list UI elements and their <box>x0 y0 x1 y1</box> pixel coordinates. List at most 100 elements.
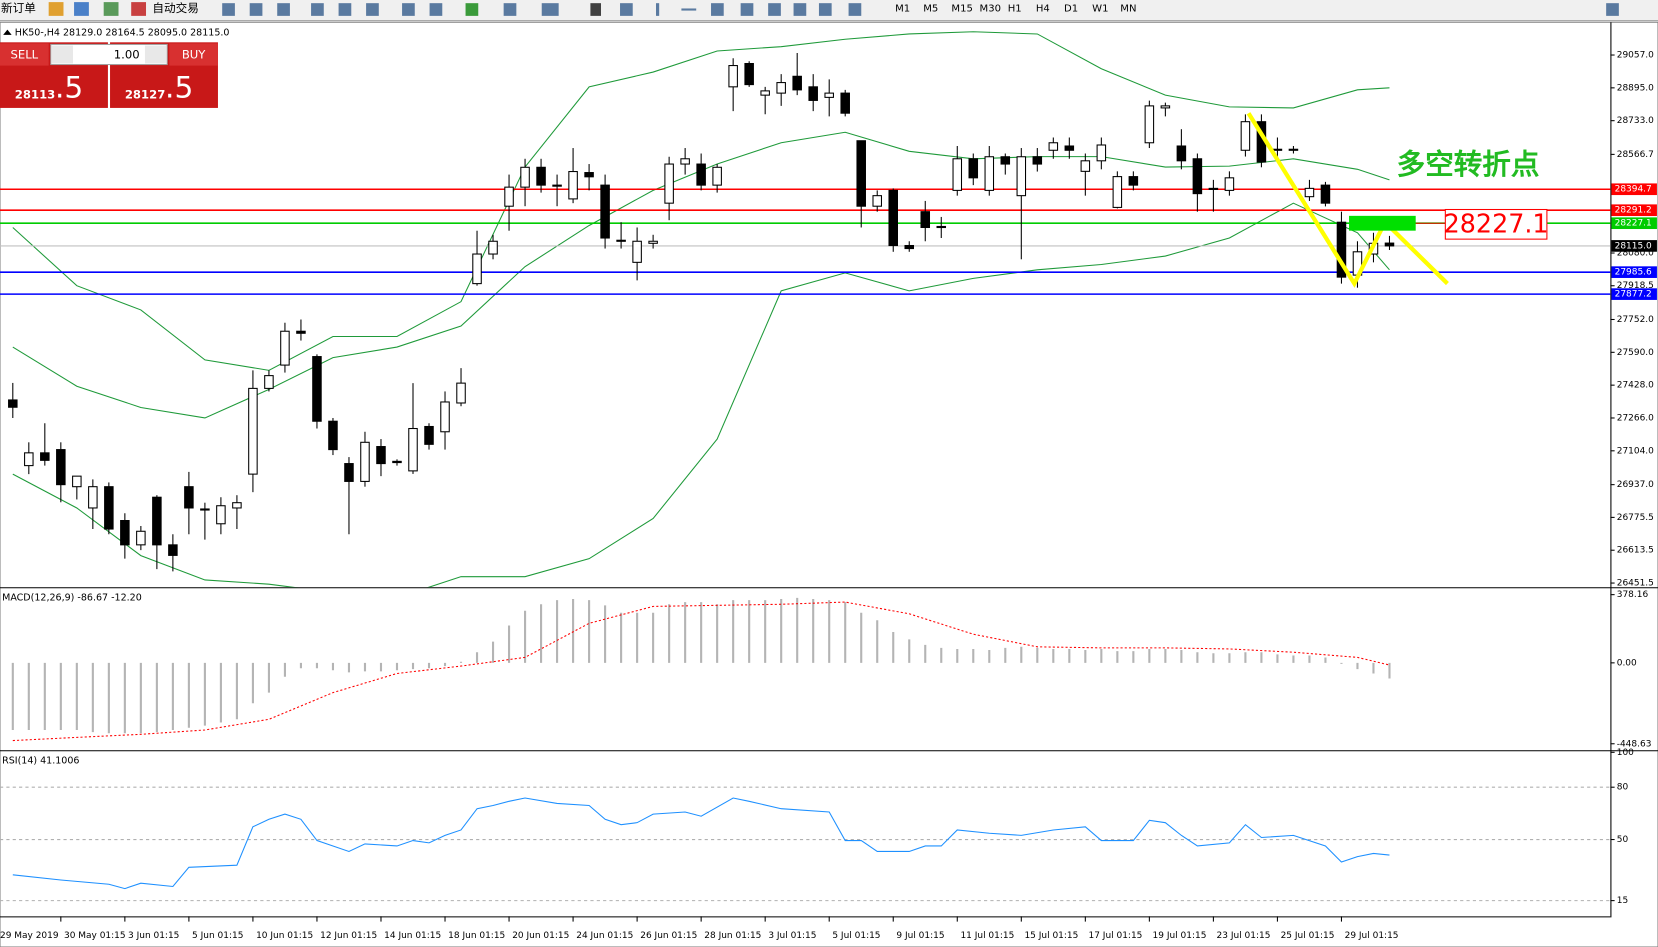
timeframe-button[interactable]: MN <box>1120 3 1136 14</box>
toolbar-icon[interactable] <box>793 3 807 16</box>
timeframe-button[interactable]: D1 <box>1064 3 1078 14</box>
x-tick-label: 14 Jun 01:15 <box>384 931 441 941</box>
candle-body <box>840 92 850 114</box>
x-tick-label: 29 Jul 01:15 <box>1345 931 1399 941</box>
toolbar-icon[interactable] <box>541 3 559 16</box>
candle-body <box>712 166 722 186</box>
candle-body <box>872 195 882 207</box>
toolbar-icon[interactable] <box>848 3 862 16</box>
chart-title: HK50-,H4 28129.0 28164.5 28095.0 28115.0 <box>15 27 230 38</box>
candle-body <box>728 65 738 88</box>
candle-body <box>72 475 82 488</box>
bid-fraction[interactable]: .5 <box>55 70 83 104</box>
toolbar-icon[interactable] <box>681 8 697 11</box>
buy-button[interactable] <box>169 43 218 66</box>
candle-body <box>1192 158 1203 195</box>
candle-body <box>968 158 979 179</box>
toolbar-icon[interactable] <box>1606 3 1619 16</box>
toolbar-icon[interactable] <box>366 3 379 16</box>
candle-body <box>392 460 402 464</box>
candle-body <box>808 86 818 101</box>
toolbar-icon[interactable] <box>656 3 660 16</box>
y-tick-label: 50 <box>1617 835 1629 845</box>
candle-body <box>1144 105 1155 144</box>
candle-body <box>104 486 114 530</box>
new-order-button[interactable]: 新订单 <box>1 1 36 15</box>
rsi-title: RSI(14) 41.1006 <box>2 755 79 766</box>
toolbar-icon[interactable] <box>74 2 89 16</box>
candle-body <box>648 240 658 244</box>
y-tick-label: 27104.0 <box>1617 446 1654 456</box>
candle-body <box>1016 156 1027 197</box>
x-tick-label: 17 Jul 01:15 <box>1089 931 1143 941</box>
timeframe-button[interactable]: M30 <box>980 3 1001 14</box>
ask-fraction[interactable]: .5 <box>165 70 193 104</box>
candle-body <box>584 172 594 178</box>
timeframe-button[interactable]: M1 <box>895 3 910 14</box>
candle-body <box>888 189 898 247</box>
candle-body <box>360 441 370 482</box>
auto-trading-button[interactable]: 自动交易 <box>152 1 199 15</box>
toolbar-icon[interactable] <box>740 3 754 16</box>
toolbar-icon[interactable] <box>620 3 633 16</box>
y-tick-label: 27590.0 <box>1617 348 1654 358</box>
toolbar-icon[interactable] <box>465 3 479 16</box>
bid-price[interactable]: 28113 <box>15 88 55 102</box>
buy-label[interactable]: BUY <box>182 48 206 62</box>
macd-panel <box>11 597 1391 742</box>
y-tick-label: 0.00 <box>1617 658 1637 668</box>
ask-price[interactable]: 28127 <box>125 88 165 102</box>
y-tick-label: 26451.5 <box>1617 579 1654 589</box>
candle-body <box>1160 105 1171 109</box>
toolbar-icon[interactable] <box>222 3 235 16</box>
candle-body <box>248 387 258 475</box>
y-tick-label: 27266.0 <box>1617 413 1654 423</box>
auto-trading-icon[interactable] <box>131 2 147 16</box>
lots-increase[interactable] <box>144 45 167 64</box>
candle-body <box>504 186 514 207</box>
toolbar-icon[interactable] <box>103 2 119 16</box>
lots-value[interactable]: 1.00 <box>114 48 140 62</box>
x-tick-label: 15 Jul 01:15 <box>1024 931 1078 941</box>
candle-body <box>536 166 546 186</box>
y-tick-label: 29057.0 <box>1617 51 1654 61</box>
toolbar-icon[interactable] <box>711 3 724 16</box>
candle-body <box>680 158 690 165</box>
y-tick-label: 100 <box>1617 748 1634 758</box>
line-price-label: 28394.7 <box>1615 185 1652 195</box>
candle-body <box>488 240 498 255</box>
toolbar-icon[interactable] <box>277 3 290 16</box>
price-panel <box>0 31 1611 588</box>
toolbar-icon[interactable] <box>768 3 781 16</box>
bollinger-upper <box>12 31 1390 371</box>
timeframe-button[interactable]: H4 <box>1036 3 1050 14</box>
toolbar-icon[interactable] <box>503 3 517 16</box>
timeframe-button[interactable]: H1 <box>1008 3 1022 14</box>
sell-button[interactable] <box>0 43 49 66</box>
line-price-label: 27985.6 <box>1615 268 1652 278</box>
candle-body <box>232 502 242 509</box>
timeframe-button[interactable]: M5 <box>923 3 938 14</box>
timeframe-button[interactable]: M15 <box>951 3 972 14</box>
toolbar-icon[interactable] <box>48 2 64 16</box>
macd-title: MACD(12,26,9) -86.67 -12.20 <box>2 592 142 603</box>
toolbar-icon[interactable] <box>338 3 352 16</box>
zigzag-arrow <box>1246 112 1449 288</box>
toolbar-icon[interactable] <box>590 3 601 16</box>
lots-decrease[interactable] <box>51 45 74 64</box>
lots-input[interactable] <box>50 43 168 66</box>
toolbar-icon[interactable] <box>311 3 324 16</box>
candle-body <box>760 90 770 96</box>
candle-body <box>952 158 963 191</box>
timeframe-button[interactable]: W1 <box>1092 3 1108 14</box>
sell-label[interactable]: SELL <box>10 48 38 62</box>
toolbar-icon[interactable] <box>249 3 263 16</box>
toolbar-icon[interactable] <box>818 3 832 16</box>
toolbar-icon[interactable] <box>402 3 415 16</box>
candle-body <box>344 463 354 482</box>
candle-body <box>984 156 995 191</box>
toolbar-icon[interactable] <box>429 3 443 16</box>
highlight-box <box>1349 215 1416 231</box>
drawn-annotations: 28227.1 多空转折点 <box>1246 112 1549 288</box>
